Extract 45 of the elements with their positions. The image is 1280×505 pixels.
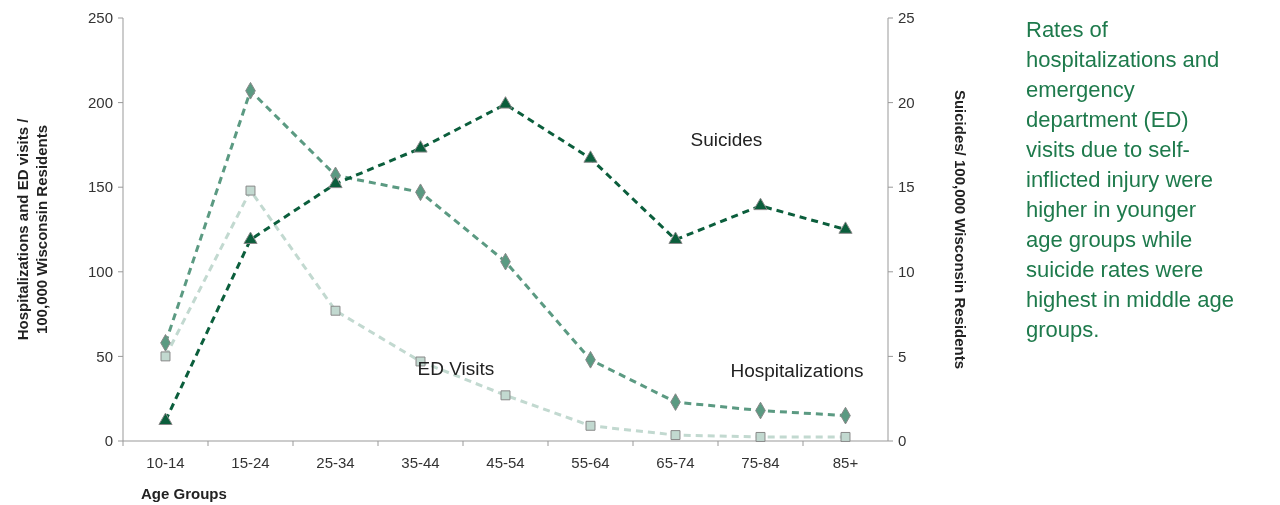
point: [840, 431, 851, 442]
point: [500, 390, 511, 401]
point: [413, 140, 428, 153]
text: Rates of hospitalizations and emergency department (ED) visits due to self-inflicted injury were higher in younger age groups while suicide rates were highest in middle age groups.: [1026, 17, 1234, 342]
point: [160, 351, 171, 362]
series-label: ED Visits: [417, 358, 495, 380]
y-tick-label: 0: [104, 432, 113, 450]
y2-tick-label: 0: [898, 432, 907, 450]
x-tick-label: 35-44: [401, 454, 440, 471]
x-tick-label: 85+: [832, 454, 859, 471]
point: [753, 197, 768, 211]
y2-tick-label: 15: [898, 178, 915, 196]
x-tick-label: 65-74: [656, 454, 695, 471]
y-tick-label: 50: [96, 347, 113, 365]
point: [328, 175, 343, 189]
x-tick-label: 15-24: [231, 454, 270, 471]
x-tick-label: 25-34: [316, 454, 355, 471]
x-tick-label: 55-64: [571, 454, 610, 471]
y2-axis-title: Suicides/ 100,000 Wisconsin Residents: [952, 89, 969, 370]
y-axis-title: Hospitalizations and ED visits / 100,000 Wisconsin Residents: [14, 117, 50, 341]
y-tick-label: 100: [87, 263, 113, 281]
point: [330, 305, 341, 316]
y-tick-label: 150: [87, 178, 113, 196]
y2-tick-label: 20: [898, 93, 915, 111]
y-tick-label: 250: [87, 9, 113, 27]
point: [245, 185, 256, 196]
point: [243, 231, 258, 244]
y2-tick-label: 25: [898, 9, 915, 27]
text: Suicides: [690, 128, 763, 150]
x-axis-title: Age Groups: [141, 485, 227, 502]
x-tick-label: 45-54: [486, 454, 525, 471]
point: [498, 96, 513, 109]
x-tick-label: 10-14: [146, 454, 185, 471]
y-tick-label: 200: [87, 93, 113, 111]
x-tick-label: 75-84: [741, 454, 780, 471]
point: [585, 420, 596, 431]
point: [670, 430, 681, 441]
series-label: Hospitalizations: [730, 359, 864, 381]
y2-tick-label: 5: [898, 347, 907, 365]
point: [668, 231, 683, 244]
point: [755, 431, 766, 442]
y2-tick-label: 10: [898, 263, 915, 281]
point: [158, 412, 173, 425]
point: [838, 221, 853, 234]
point: [583, 150, 598, 163]
